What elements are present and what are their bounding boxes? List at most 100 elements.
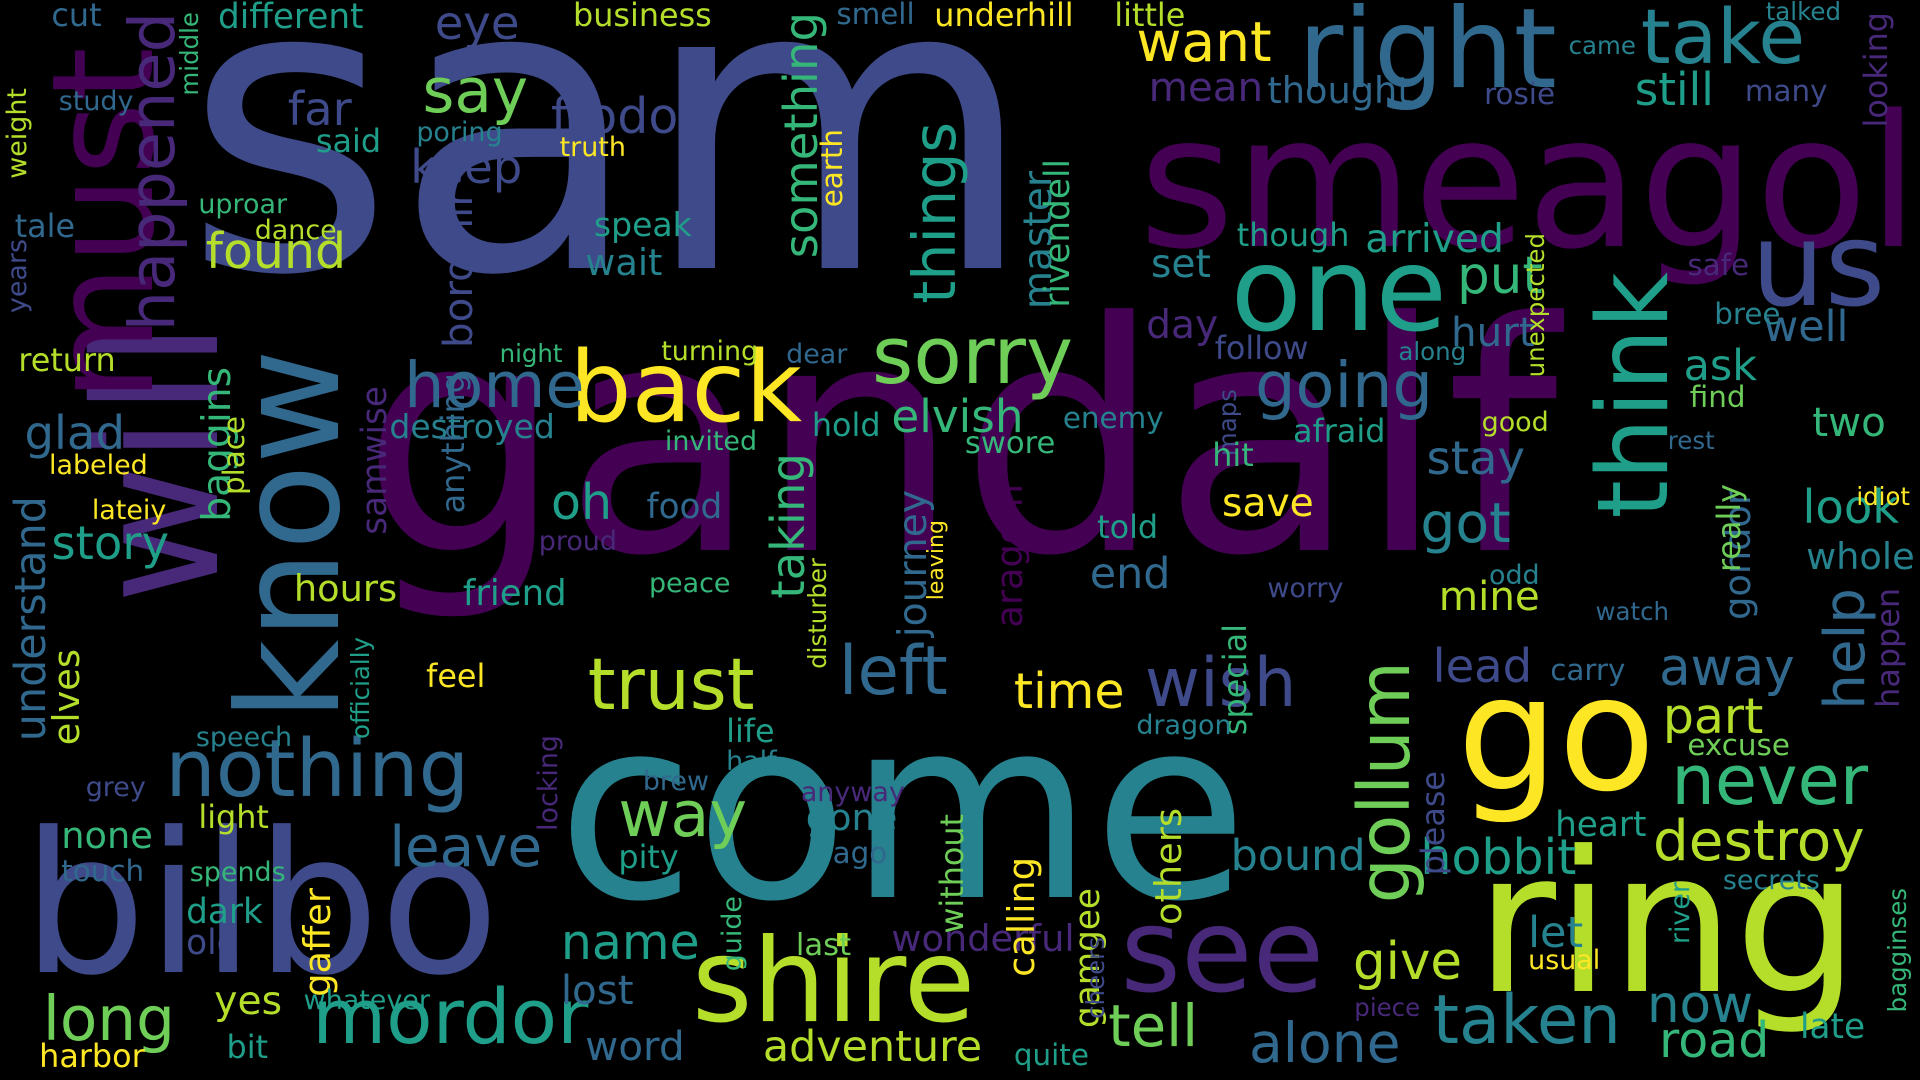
word-road: road xyxy=(1659,1012,1770,1070)
word-destroyed: destroyed xyxy=(389,407,555,447)
word-guide: guide xyxy=(717,896,748,972)
word-oh: oh xyxy=(551,473,613,531)
word-business: business xyxy=(573,0,712,34)
word-take: take xyxy=(1640,0,1806,81)
word-yes: yes xyxy=(214,979,282,1025)
word-got: got xyxy=(1420,490,1511,555)
word-arrived: arrived xyxy=(1365,217,1504,263)
word-going: going xyxy=(1255,349,1433,424)
word-locking: locking xyxy=(533,734,565,831)
word-frodo: frodo xyxy=(551,87,679,145)
word-grey: grey xyxy=(85,772,146,804)
word-brew: brew xyxy=(642,765,709,797)
word-old: old xyxy=(186,922,239,963)
word-excuse: excuse xyxy=(1687,728,1790,763)
word-food: food xyxy=(646,486,723,527)
word-told: told xyxy=(1097,507,1159,546)
word-sam: sam xyxy=(183,0,1036,364)
word-swore: swore xyxy=(964,425,1056,461)
word-worry: worry xyxy=(1267,572,1344,604)
word-wonderful: wonderful xyxy=(891,916,1075,960)
word-ago: ago xyxy=(832,835,888,870)
word-enemy: enemy xyxy=(1062,401,1164,436)
word-shire: shire xyxy=(691,914,976,1050)
word-watch: watch xyxy=(1595,597,1670,626)
word-really: really xyxy=(1710,483,1749,572)
word-rivendell: rivendell xyxy=(1037,159,1078,308)
word-sorry: sorry xyxy=(871,308,1074,402)
word-lead: lead xyxy=(1432,638,1533,693)
word-far: far xyxy=(287,81,352,136)
word-disturber: disturber xyxy=(802,558,832,670)
word-lateiy: lateiy xyxy=(91,495,167,527)
word-happen: happen xyxy=(1869,587,1908,708)
word-elvish: elvish xyxy=(891,390,1024,444)
word-dear: dear xyxy=(786,338,848,370)
word-back: back xyxy=(569,331,803,446)
word-truth: truth xyxy=(559,131,626,163)
word-night: night xyxy=(499,338,563,368)
word-ask: ask xyxy=(1683,341,1758,392)
word-rosie: rosie xyxy=(1484,76,1556,111)
word-without: without xyxy=(932,814,971,934)
word-taken: taken xyxy=(1432,979,1621,1059)
word-dragon: dragon xyxy=(1136,709,1232,741)
word-usual: usual xyxy=(1528,944,1601,976)
word-set: set xyxy=(1151,241,1211,287)
word-adventure: adventure xyxy=(762,1022,983,1073)
word-came: came xyxy=(1568,31,1636,61)
word-keep: keep xyxy=(410,140,523,195)
word-now: now xyxy=(1646,974,1754,1035)
word-proud: proud xyxy=(538,525,617,557)
word-thought: thought xyxy=(1267,69,1412,113)
word-hold: hold xyxy=(811,406,881,445)
word-hurt: hurt xyxy=(1451,308,1535,357)
word-smell: smell xyxy=(836,0,915,31)
word-dark: dark xyxy=(186,892,263,933)
word-last: last xyxy=(795,927,852,963)
word-afraid: afraid xyxy=(1293,412,1386,451)
word-quite: quite xyxy=(1013,1037,1089,1072)
word-little: little xyxy=(1114,0,1186,34)
word-left: left xyxy=(838,630,948,710)
word-time: time xyxy=(1013,663,1125,721)
word-part: part xyxy=(1662,687,1764,745)
word-whole: whole xyxy=(1806,534,1915,578)
word-well: well xyxy=(1763,302,1849,353)
word-right: right xyxy=(1297,0,1557,113)
word-look: look xyxy=(1802,479,1900,534)
word-gone: gone xyxy=(805,795,898,839)
word-life: life xyxy=(726,712,775,751)
word-looking: looking xyxy=(1857,12,1896,128)
word-boromir: boromir xyxy=(434,189,483,348)
word-earth: earth xyxy=(814,128,849,207)
word-rest: rest xyxy=(1667,425,1715,455)
word-give: give xyxy=(1353,931,1463,992)
word-hit: hit xyxy=(1212,435,1254,474)
word-gaffer: gaffer xyxy=(296,887,339,997)
word-long: long xyxy=(42,984,175,1056)
word-things: things xyxy=(900,122,970,305)
word-late: late xyxy=(1800,1007,1866,1048)
word-light: light xyxy=(198,798,269,837)
word-think: think xyxy=(1576,271,1691,519)
word-eye: eye xyxy=(434,0,520,50)
word-touch: touch xyxy=(61,854,145,889)
word-nothing: nothing xyxy=(165,721,470,815)
word-name: name xyxy=(560,914,700,972)
word-still: still xyxy=(1634,63,1714,117)
word-safe: safe xyxy=(1687,248,1750,283)
word-river: river xyxy=(1664,881,1696,944)
word-weight: weight xyxy=(1,88,33,179)
word-two: two xyxy=(1812,397,1886,446)
word-piece: piece xyxy=(1354,992,1421,1022)
word-glad: glad xyxy=(24,406,125,461)
word-please: please xyxy=(1413,771,1452,876)
word-labeled: labeled xyxy=(48,450,148,482)
word-gandalf: gandalf xyxy=(361,254,1558,626)
word-bagginses: bagginses xyxy=(1882,887,1912,1013)
word-odd: odd xyxy=(1488,560,1540,592)
word-harbor: harbor xyxy=(39,1036,145,1075)
word-mean: mean xyxy=(1148,63,1264,112)
